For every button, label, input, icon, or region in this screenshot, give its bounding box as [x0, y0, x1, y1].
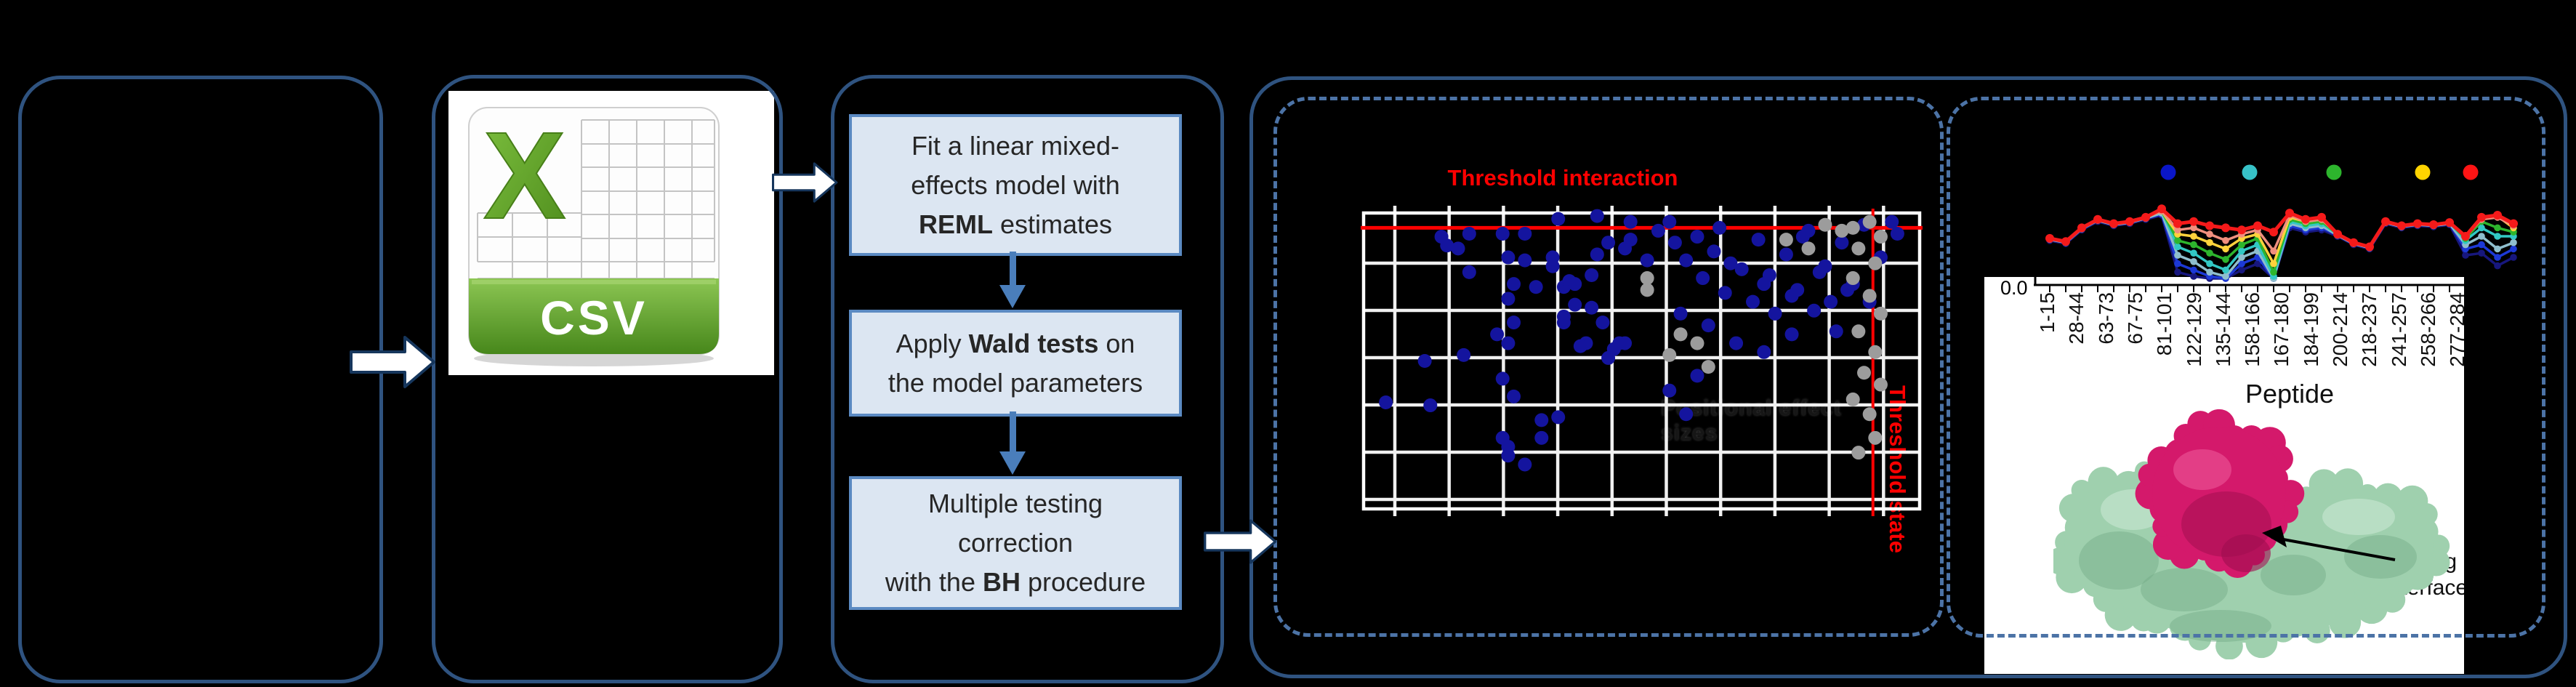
arrow-csv-to-model-icon: [772, 162, 838, 203]
peptide-results-white-area: 0.0 1-15 28-44 63-73 67-75 81-101 122-129 135-…: [1984, 277, 2464, 674]
down-arrow-1-icon: [999, 252, 1026, 308]
threshold-interaction-label: Threshold interaction: [1447, 165, 1678, 190]
peptide-uptake-line-chart: [2045, 164, 2518, 282]
positional-effect-sizes-faint-label: Positional effect sizes: [1661, 396, 1842, 445]
subpanel-threshold-scatter: [1273, 97, 1944, 637]
step-fit-lmm: Fit a linear mixed-effects model with REM…: [849, 114, 1182, 256]
panel-input: [18, 76, 383, 683]
spreadsheet-grid: [477, 119, 715, 279]
csv-card: X CSV: [468, 106, 720, 355]
csv-x-letter: X: [483, 107, 565, 245]
panel-statistics: [831, 75, 1224, 683]
threshold-scatter-plot: [1361, 206, 1923, 516]
peptide-axis-title: Peptide: [2245, 379, 2335, 409]
arrow-model-to-results-icon: [1204, 519, 1277, 564]
y-axis-tick-0: 0.0: [2000, 277, 2028, 299]
step-bh-correction: Multiple testing correction with the BH pr…: [849, 476, 1182, 610]
subpanel-peptide-results: [1947, 97, 2545, 638]
protein-structure-illustration: [2053, 409, 2450, 659]
peptide-x-axis: [2034, 277, 2464, 292]
threshold-state-label: Threshold state: [1885, 385, 1910, 553]
down-arrow-2-icon: [999, 411, 1026, 475]
panel-csv: [432, 75, 783, 683]
csv-green-band: [469, 278, 719, 354]
csv-file-icon: X CSV: [448, 91, 774, 375]
csv-format-label: CSV: [540, 291, 648, 345]
arrow-input-to-csv-icon: [350, 336, 435, 388]
panel-results-outer: [1249, 76, 2567, 678]
